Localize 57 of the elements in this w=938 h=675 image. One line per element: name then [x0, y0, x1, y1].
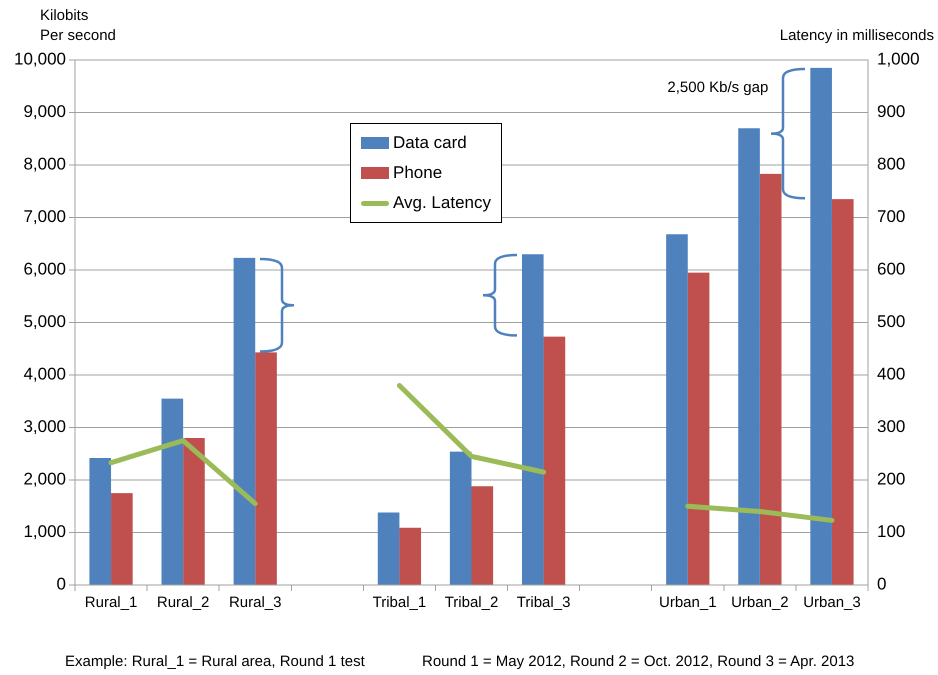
bar	[162, 398, 184, 584]
y2-tick-label: 800	[877, 154, 906, 174]
bar	[255, 352, 277, 584]
text: Round 1 = May 2012, Round 2 = Oct. 2012, Round 3 = Apr. 2013	[422, 652, 854, 672]
bar	[544, 336, 566, 584]
x-tick-label: Urban_3	[803, 594, 861, 612]
bar	[234, 258, 256, 584]
y2-tick-label: 1,000	[877, 50, 920, 69]
x-tick-label: Urban_1	[659, 594, 717, 612]
x-tick-label: Rural_3	[228, 594, 282, 612]
y2-tick-label: 300	[877, 417, 906, 436]
bar	[666, 234, 688, 584]
y2-axis-title: Latency in milliseconds	[780, 26, 934, 46]
y-tick-label: 9,000	[23, 102, 66, 122]
y-tick-label: 10,000	[14, 50, 66, 69]
y2-tick-label: 500	[877, 312, 906, 332]
bar	[472, 486, 494, 584]
bar	[810, 68, 832, 584]
bar	[522, 254, 544, 584]
y2-tick-label: 900	[877, 102, 906, 122]
bar	[450, 452, 472, 584]
x-tick-label: Urban_2	[731, 594, 789, 612]
y-tick-label: 0	[56, 574, 66, 594]
x-tick-label: Rural_2	[156, 594, 210, 612]
bar	[183, 438, 205, 584]
y-tick-label: 4,000	[23, 364, 66, 384]
bar	[399, 528, 422, 584]
y2-tick-label: 100	[877, 522, 906, 542]
x-tick-label: Tribal_3	[516, 594, 570, 612]
legend-label: Data card	[393, 133, 467, 153]
y-axis-title: Kilobits Per second	[40, 6, 116, 46]
y-tick-label: 2,000	[23, 470, 66, 489]
bar	[89, 458, 112, 584]
y2-tick-label: 0	[877, 574, 886, 594]
y-tick-label: 3,000	[23, 417, 66, 436]
bar	[378, 512, 400, 584]
legend-label: Avg. Latency	[393, 193, 491, 213]
y2-tick-label: 200	[877, 470, 906, 489]
x-tick-label: Tribal_2	[444, 594, 498, 612]
annotation: 2,500 Kb/s gap	[667, 78, 768, 98]
y-tick-label: 6,000	[23, 260, 66, 279]
y-tick-label: 1,000	[23, 522, 66, 542]
y2-tick-label: 400	[877, 364, 906, 384]
y-tick-label: 5,000	[23, 312, 66, 332]
y2-tick-label: 600	[877, 260, 906, 279]
bar	[688, 272, 710, 584]
legend-label: Phone	[393, 163, 442, 183]
y-tick-label: 7,000	[23, 207, 66, 226]
y-tick-label: 8,000	[23, 154, 66, 174]
bar	[832, 199, 854, 584]
bar	[760, 174, 782, 584]
bar	[111, 493, 133, 584]
y2-tick-label: 700	[877, 207, 906, 226]
x-tick-label: Rural_1	[84, 594, 138, 612]
bar	[738, 128, 760, 584]
x-tick-label: Tribal_1	[372, 594, 426, 612]
text: Example: Rural_1 = Rural area, Round 1 test	[65, 652, 365, 672]
